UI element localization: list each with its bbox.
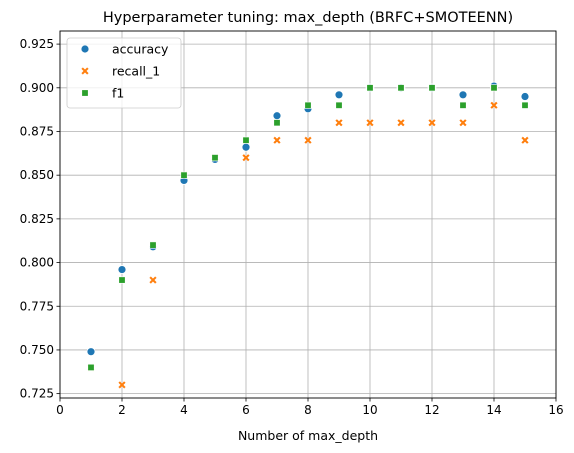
f1-point (180, 171, 188, 179)
recall_1-point (427, 118, 437, 127)
recall_1-point (334, 118, 344, 127)
y-tick-label: 0.775 (20, 299, 54, 313)
legend: accuracy recall_1 f1 (66, 37, 182, 109)
legend-box (66, 37, 182, 109)
accuracy-point (117, 265, 127, 274)
y-tick-label: 0.750 (20, 343, 54, 357)
data-points (86, 81, 530, 390)
f1-point (521, 101, 529, 109)
x-tick-label: 10 (362, 403, 377, 417)
x-tick-label: 0 (56, 403, 64, 417)
f1-point (242, 136, 250, 144)
accuracy-point (86, 347, 96, 357)
x-axis-label: Number of max_depth (238, 428, 378, 443)
series-f1 (87, 84, 529, 371)
y-tick-label: 0.925 (20, 37, 54, 51)
accuracy-point (272, 111, 282, 121)
f1-point (149, 241, 157, 249)
f1-point (335, 101, 343, 109)
recall_1-point (489, 101, 499, 110)
recall_1-point (272, 136, 282, 145)
recall_1-point (365, 118, 375, 127)
y-axis: 0.725 0.750 0.775 0.800 0.825 0.850 0.875 0.900… (20, 37, 60, 401)
x-tick-label: 14 (486, 403, 501, 417)
x-axis: 0 2 4 6 8 10 12 14 16 (56, 398, 564, 417)
accuracy-point (334, 90, 344, 100)
legend-marker-recall_1 (80, 66, 90, 76)
y-tick-label: 0.900 (20, 81, 54, 95)
accuracy-point (241, 142, 251, 152)
f1-point (397, 84, 405, 92)
y-tick-label: 0.800 (20, 256, 54, 270)
legend-label-recall_1: recall_1 (112, 64, 160, 79)
accuracy-point (458, 90, 468, 100)
f1-point (366, 84, 374, 92)
x-tick-label: 16 (548, 403, 563, 417)
legend-marker-accuracy (80, 44, 90, 54)
f1-point (211, 154, 219, 162)
f1-point (118, 276, 126, 284)
y-tick-label: 0.725 (20, 387, 54, 401)
legend-marker-f1 (81, 89, 89, 97)
f1-point (87, 363, 95, 371)
f1-point (459, 101, 467, 109)
recall_1-point (458, 118, 468, 127)
x-tick-label: 2 (118, 403, 126, 417)
accuracy-point (520, 92, 530, 101)
x-tick-label: 12 (424, 403, 439, 417)
x-tick-label: 8 (304, 403, 312, 417)
chart-title: Hyperparameter tuning: max_depth (BRFC+S… (103, 10, 513, 26)
legend-label-accuracy: accuracy (112, 42, 169, 57)
f1-point (304, 101, 312, 109)
recall_1-point (117, 380, 127, 390)
recall_1-point (520, 136, 530, 145)
recall_1-point (396, 118, 406, 127)
y-tick-label: 0.850 (20, 168, 54, 182)
x-tick-label: 4 (180, 403, 188, 417)
recall_1-point (303, 136, 313, 145)
y-tick-label: 0.875 (20, 124, 54, 138)
f1-point (428, 84, 436, 92)
recall_1-point (148, 275, 158, 285)
f1-point (490, 84, 498, 92)
f1-point (273, 119, 281, 127)
legend-label-f1: f1 (112, 86, 124, 101)
x-tick-label: 6 (242, 403, 250, 417)
recall_1-point (241, 153, 251, 162)
y-tick-label: 0.825 (20, 212, 54, 226)
